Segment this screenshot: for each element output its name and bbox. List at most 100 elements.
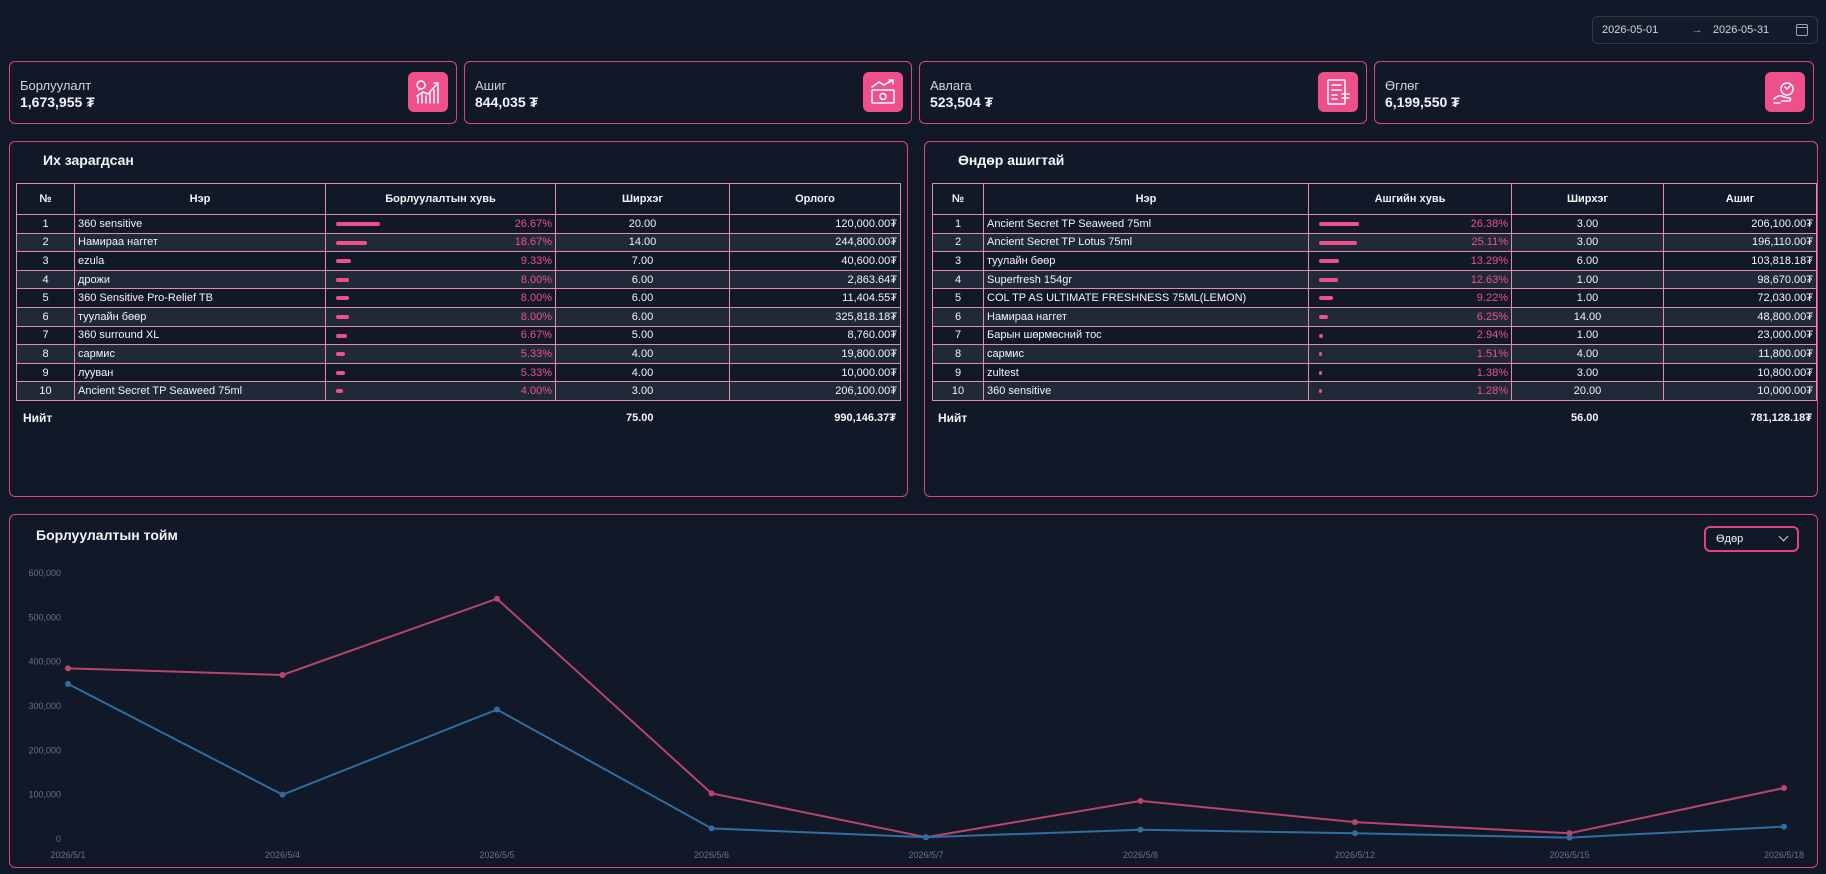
- y-tick-label: 300,000: [28, 701, 61, 711]
- table-row[interactable]: 5 COL TP AS ULTIMATE FRESHNESS 75ML(LEMON…: [932, 288, 1817, 308]
- table-row[interactable]: 5 360 Sensitive Pro-Relief TB 8.00% 6.00 11,…: [16, 288, 901, 308]
- series-line-1: [67, 597, 1785, 839]
- x-tick-label: 2026/5/8: [1123, 850, 1158, 860]
- table-row[interactable]: 6 туулайн бөөр 8.00% 6.00 325,818.18₮: [16, 306, 901, 327]
- product-name: 360 surround XL: [74, 325, 326, 346]
- kpi-value: 1,673,955 ₮: [20, 94, 95, 110]
- amount: 325,818.18₮: [729, 306, 901, 327]
- calendar-icon[interactable]: [1796, 24, 1808, 36]
- percent-cell: 4.00%: [325, 381, 556, 401]
- percent-cell: 8.00%: [325, 306, 556, 327]
- table-row[interactable]: 7 Барын шөрмөсний тос 2.94% 1.00 23,000.00₮: [932, 325, 1817, 346]
- percent-bar: [1319, 259, 1340, 264]
- series-2-point: [708, 825, 715, 832]
- quantity: 6.00: [555, 306, 730, 327]
- amount: 196,110.00₮: [1663, 232, 1817, 253]
- percent-label: 5.33%: [520, 347, 552, 360]
- percent-label: 18.67%: [514, 236, 552, 249]
- col-header[interactable]: Нэр: [74, 183, 326, 215]
- kpi-card-sales: Борлуулалт 1,673,955 ₮: [9, 61, 457, 124]
- table-row[interactable]: 2 Намираа наггет 18.67% 14.00 244,800.00₮: [16, 232, 901, 253]
- quantity: 1.00: [1511, 269, 1664, 290]
- col-header[interactable]: №: [932, 183, 984, 215]
- col-header[interactable]: Ашиг: [1663, 183, 1817, 215]
- y-tick-label: 600,000: [28, 568, 61, 578]
- invoice-icon: [1318, 72, 1358, 112]
- percent-label: 9.22%: [1476, 292, 1508, 305]
- product-name: Барын шөрмөсний тос: [983, 325, 1309, 346]
- col-header[interactable]: Нэр: [983, 183, 1309, 215]
- product-name: Superfresh 154gr: [983, 269, 1309, 290]
- table-row[interactable]: 10 Ancient Secret TP Seaweed 75ml 4.00% 3.0…: [16, 381, 901, 401]
- row-number: 5: [16, 288, 75, 308]
- quantity: 14.00: [555, 232, 730, 253]
- row-number: 8: [932, 344, 984, 364]
- top-selling-title: Их зарагдсан: [43, 152, 134, 168]
- table-row[interactable]: 8 сармис 1.51% 4.00 11,800.00₮: [932, 344, 1817, 364]
- table-row[interactable]: 9 zultest 1.38% 3.00 10,800.00₮: [932, 362, 1817, 383]
- col-header[interactable]: Борлуулалтын хувь: [325, 183, 556, 215]
- col-header[interactable]: Орлого: [729, 183, 901, 215]
- table-row[interactable]: 3 туулайн бөөр 13.29% 6.00 103,818.18₮: [932, 251, 1817, 271]
- col-header[interactable]: Ашгийн хувь: [1308, 183, 1512, 215]
- col-header[interactable]: Ширхэг: [1511, 183, 1664, 215]
- percent-bar: [1319, 240, 1358, 245]
- sales-overview-title: Борлуулалтын тойм: [36, 527, 178, 543]
- period-select[interactable]: Өдөр: [1704, 526, 1799, 552]
- table-row[interactable]: 9 лууван 5.33% 4.00 10,000.00₮: [16, 362, 901, 383]
- quantity: 5.00: [555, 325, 730, 346]
- percent-label: 8.00%: [520, 273, 552, 286]
- table-row[interactable]: 4 Superfresh 154gr 12.63% 1.00 98,670.00₮: [932, 269, 1817, 290]
- percent-bar: [336, 222, 380, 226]
- x-tick-label: 2026/5/12: [1335, 850, 1375, 860]
- percent-bar: [1319, 352, 1322, 357]
- percent-cell: 1.38%: [1308, 362, 1512, 383]
- row-number: 7: [932, 325, 984, 346]
- kpi-card-payables: Өглөг 6,199,550 ₮: [1374, 61, 1814, 124]
- range-arrow-icon: →: [1691, 24, 1703, 36]
- y-tick-label: 200,000: [28, 745, 61, 755]
- percent-cell: 9.22%: [1308, 288, 1512, 308]
- x-tick-label: 2026/5/4: [265, 850, 300, 860]
- table-row[interactable]: 7 360 surround XL 6.67% 5.00 8,760.00₮: [16, 325, 901, 346]
- percent-bar: [1319, 296, 1333, 301]
- quantity: 6.00: [555, 288, 730, 308]
- kpi-card-profit: Ашиг 844,035 ₮: [464, 61, 912, 124]
- table-row[interactable]: 1 Ancient Secret TP Seaweed 75ml 26.38% 3.0…: [932, 214, 1817, 234]
- percent-bar: [336, 277, 350, 282]
- row-number: 7: [16, 325, 75, 346]
- col-header[interactable]: Ширхэг: [555, 183, 730, 215]
- percent-bar: [336, 333, 347, 338]
- table-row[interactable]: 8 сармис 5.33% 4.00 19,800.00₮: [16, 344, 901, 364]
- percent-bar: [1319, 314, 1329, 319]
- start-date[interactable]: 2026-05-01: [1602, 24, 1659, 36]
- kpi-label: Ашиг: [475, 78, 507, 93]
- total-label: Нийт: [23, 411, 53, 425]
- series-1-point: [1352, 819, 1358, 826]
- x-tick-label: 2026/5/6: [694, 850, 729, 860]
- table-row[interactable]: 10 360 sensitive 1.28% 20.00 10,000.00₮: [932, 381, 1817, 401]
- percent-label: 9.33%: [520, 254, 552, 267]
- period-select-value: Өдөр: [1716, 533, 1744, 545]
- quantity: 4.00: [1511, 344, 1664, 364]
- table-row[interactable]: 4 дрожи 8.00% 6.00 2,863.64₮: [16, 269, 901, 290]
- end-date[interactable]: 2026-05-31: [1712, 24, 1770, 36]
- series-1-point: [65, 665, 71, 672]
- col-header[interactable]: №: [16, 183, 75, 215]
- product-name: 360 sensitive: [983, 381, 1309, 401]
- table-row[interactable]: 3 ezula 9.33% 7.00 40,600.00₮: [16, 251, 901, 271]
- quantity: 4.00: [555, 362, 730, 383]
- percent-cell: 9.33%: [325, 251, 556, 271]
- amount: 103,818.18₮: [1663, 251, 1817, 271]
- amount: 10,000.00₮: [729, 362, 901, 383]
- quantity: 20.00: [1511, 381, 1664, 401]
- percent-label: 26.38%: [1470, 217, 1508, 230]
- row-number: 2: [16, 232, 75, 253]
- percent-cell: 1.51%: [1308, 344, 1512, 364]
- date-range-picker[interactable]: 2026-05-01 → 2026-05-31: [1592, 16, 1818, 44]
- percent-bar: [1319, 370, 1322, 375]
- product-name: лууван: [74, 362, 326, 383]
- table-row[interactable]: 6 Намираа наггет 6.25% 14.00 48,800.00₮: [932, 306, 1817, 327]
- percent-cell: 1.28%: [1308, 381, 1512, 401]
